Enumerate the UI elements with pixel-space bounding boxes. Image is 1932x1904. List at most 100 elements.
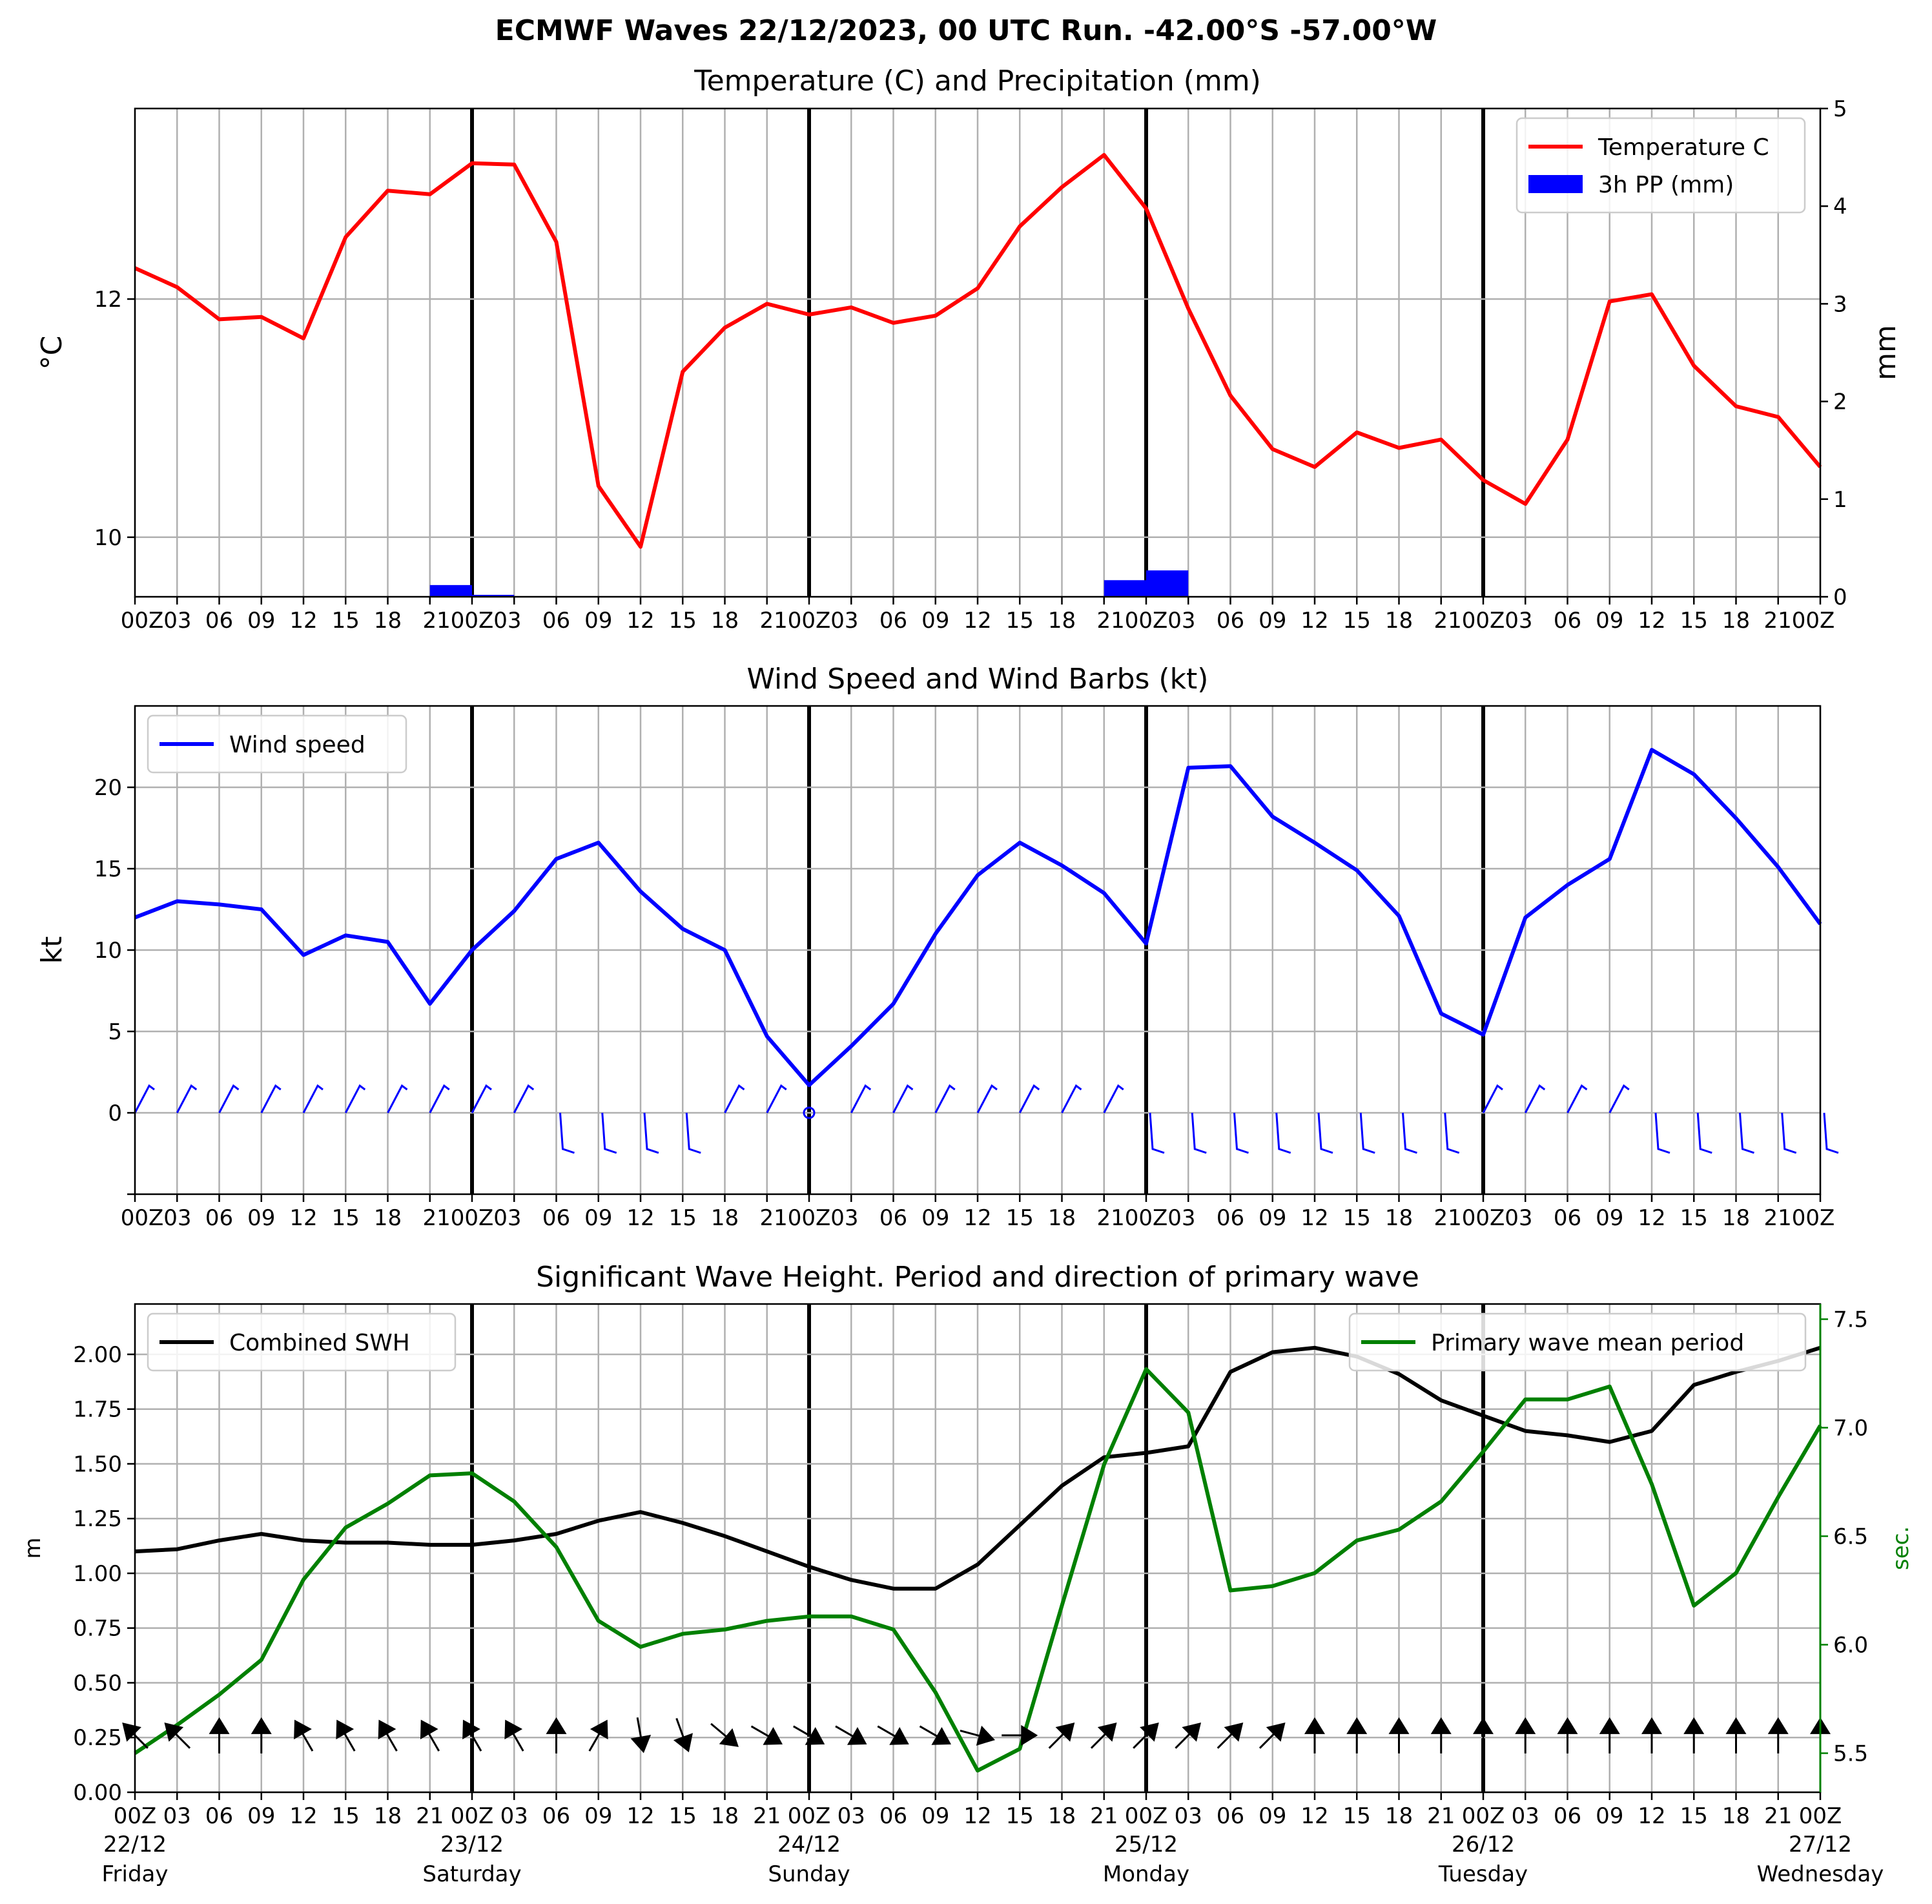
top-xtick-label-9: 12 <box>626 608 654 634</box>
top-xtick-label-30: 2100Z <box>1763 608 1834 634</box>
mid-xtick-label-17: 18 <box>1048 1205 1076 1231</box>
wave-arrow-head-36 <box>1641 1717 1662 1734</box>
top-xtick-label-14: 09 <box>921 608 949 634</box>
top-xtick-label-28: 15 <box>1680 608 1708 634</box>
wave-panel: Significant Wave Height. Period and dire… <box>20 1261 1914 1887</box>
mid-xtick-label-1: 06 <box>205 1205 233 1231</box>
wind-barb-15 <box>766 1084 787 1113</box>
bot-xtick-label-25: 03 <box>1175 1803 1202 1829</box>
wave-panel-title: Significant Wave Height. Period and dire… <box>536 1261 1419 1294</box>
wind-barb-36 <box>1654 1112 1670 1154</box>
top-xtick-label-8: 09 <box>584 608 612 634</box>
top-ylabel-right: mm <box>1869 325 1902 380</box>
wave-arrow-31 <box>1430 1717 1452 1754</box>
bot-xtick-label-10: 06 <box>542 1803 570 1829</box>
wave-arrow-6 <box>378 1719 398 1752</box>
bot-xtick-label-38: 18 <box>1722 1803 1750 1829</box>
wave-arrow-34 <box>1557 1717 1578 1754</box>
wave-arrow-head-27 <box>1266 1723 1286 1742</box>
top-xtick-label-0: 00Z03 <box>121 608 192 634</box>
top-ytick-right-label-5: 5 <box>1833 96 1847 122</box>
wave-arrow-26 <box>1217 1723 1244 1749</box>
top-ytick-right-label-4: 4 <box>1833 194 1847 220</box>
bot-ytick-right-label-1: 6.0 <box>1833 1633 1868 1659</box>
top-xtick-label-21: 12 <box>1300 608 1328 634</box>
top-xtick-label-29: 18 <box>1722 608 1750 634</box>
period-line <box>134 1367 1822 1773</box>
wave-arrow-11 <box>588 1719 608 1752</box>
wind-barb-23 <box>1103 1084 1124 1113</box>
wind-barb-39 <box>1781 1112 1797 1154</box>
wave-arrow-23 <box>1090 1723 1117 1749</box>
mid-legend <box>147 714 407 774</box>
bot-xtick-label-9: 03 <box>500 1803 528 1829</box>
mid-xtick-label-30: 2100Z <box>1763 1205 1834 1231</box>
wave-arrow-head-3 <box>251 1717 272 1734</box>
wave-arrow-24 <box>1133 1723 1159 1749</box>
wave-arrow-0 <box>122 1723 149 1749</box>
mid-ytick-label-4: 15 <box>94 856 122 882</box>
wave-arrow-head-35 <box>1599 1717 1620 1734</box>
bot-ytick-label-1: 0.25 <box>73 1725 122 1751</box>
wave-arrow-head-24 <box>1140 1723 1159 1742</box>
bot-ytick-right-label-4: 7.5 <box>1833 1307 1868 1333</box>
top-ytick-right-label-0: 0 <box>1833 585 1847 610</box>
top-ytick-right-label-1: 1 <box>1833 487 1847 513</box>
wave-arrow-3 <box>251 1717 272 1754</box>
wave-arrow-shaft-12 <box>636 1717 642 1741</box>
bot-xtick-label-20: 12 <box>963 1803 991 1829</box>
day-date-1: 23/12 <box>440 1832 504 1857</box>
mid-xtick-label-11: 18 <box>711 1205 739 1231</box>
wind-barb-35 <box>1608 1084 1630 1113</box>
bot-xtick-label-23: 21 <box>1090 1803 1118 1829</box>
temperature-panel: Temperature (C) and Precipitation (mm)10… <box>36 65 1902 634</box>
wave-arrow-head-4 <box>294 1719 312 1740</box>
bot-xtick-label-15: 21 <box>753 1803 781 1829</box>
swh-line <box>134 1345 1821 1591</box>
wind-speed-line <box>134 748 1822 1088</box>
wave-arrow-5 <box>336 1719 356 1752</box>
mid-xtick-label-26: 09 <box>1596 1205 1623 1231</box>
wave-arrow-33 <box>1515 1717 1536 1754</box>
wind-barb-7 <box>429 1084 450 1113</box>
bot-xtick-label-3: 09 <box>247 1803 275 1829</box>
bot-xtick-label-13: 15 <box>669 1803 697 1829</box>
precip-bar-3 <box>1146 570 1189 597</box>
bot-xtick-label-37: 15 <box>1680 1803 1708 1829</box>
bot-xtick-label-7: 21 <box>416 1803 444 1829</box>
day-date-5: 27/12 <box>1789 1832 1852 1857</box>
wind-barb-1 <box>176 1084 198 1113</box>
wind-barb-6 <box>387 1084 408 1113</box>
wave-arrow-25 <box>1175 1723 1202 1749</box>
wave-arrow-17 <box>835 1725 867 1745</box>
wave-arrow-19 <box>919 1725 951 1745</box>
mid-xtick-label-29: 18 <box>1722 1205 1750 1231</box>
wave-arrow-10 <box>546 1717 567 1754</box>
bot-xtick-label-1: 03 <box>163 1803 191 1829</box>
wind-barb-26 <box>1233 1112 1249 1154</box>
bot-xtick-label-2: 06 <box>205 1803 233 1829</box>
wave-arrow-15 <box>750 1725 783 1745</box>
mid-xtick-label-13: 06 <box>879 1205 907 1231</box>
wave-arrow-head-26 <box>1224 1723 1244 1742</box>
mid-ylabel: kt <box>36 936 68 964</box>
top-xtick-label-15: 12 <box>963 608 991 634</box>
day-name-2: Sunday <box>768 1861 850 1887</box>
wave-arrow-head-1 <box>164 1723 184 1742</box>
bot-right-legend-label-0: Primary wave mean period <box>1431 1330 1744 1356</box>
bot-xtick-label-26: 06 <box>1217 1803 1244 1829</box>
top-ytick-label-0: 10 <box>94 525 122 551</box>
day-name-4: Tuesday <box>1438 1861 1528 1887</box>
mid-xtick-label-5: 18 <box>374 1205 402 1231</box>
wave-arrow-21 <box>1002 1724 1038 1746</box>
wave-arrow-head-17 <box>847 1727 867 1745</box>
wind-barb-12 <box>643 1112 659 1154</box>
day-name-1: Saturday <box>422 1861 521 1887</box>
wave-arrow-18 <box>877 1725 909 1745</box>
wind-barb-17 <box>850 1084 872 1113</box>
wave-arrow-29 <box>1346 1717 1368 1754</box>
top-xtick-label-5: 18 <box>374 608 402 634</box>
wave-arrow-head-10 <box>546 1717 567 1734</box>
top-xtick-label-17: 18 <box>1048 608 1076 634</box>
bot-xtick-label-28: 12 <box>1300 1803 1328 1829</box>
